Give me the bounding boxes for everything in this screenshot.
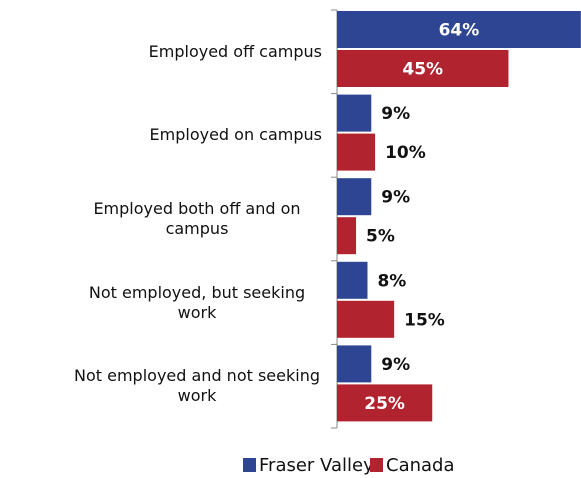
bar	[337, 300, 395, 338]
bar	[337, 11, 581, 48]
category-label: Employed on campus	[149, 125, 322, 145]
category-label: Employed both off and on campus	[93, 199, 301, 238]
legend-label: Fraser Valley	[259, 455, 374, 476]
category-label: Employed off campus	[148, 41, 322, 61]
bar	[337, 178, 372, 216]
value-label: 45%	[402, 60, 443, 80]
value-label: 15%	[404, 310, 445, 330]
legend-swatch	[243, 458, 256, 472]
value-label: 5%	[366, 227, 395, 247]
bar	[337, 261, 368, 299]
bar	[337, 133, 376, 171]
value-label: 9%	[381, 355, 410, 375]
category-label: Not employed, but seeking work	[88, 282, 306, 322]
legend-swatch	[370, 458, 383, 472]
category-label: Not employed and not seeking work	[74, 366, 320, 406]
value-label: 64%	[439, 21, 480, 41]
value-label: 8%	[377, 271, 406, 291]
bar	[337, 384, 433, 422]
legend-label: Canada	[386, 455, 455, 476]
bar	[337, 94, 372, 132]
bar	[337, 50, 509, 87]
bar	[337, 345, 372, 383]
value-label: 25%	[364, 394, 405, 414]
bar	[337, 217, 357, 255]
value-label: 9%	[381, 104, 410, 124]
value-label: 9%	[381, 188, 410, 208]
value-label: 10%	[385, 143, 426, 163]
